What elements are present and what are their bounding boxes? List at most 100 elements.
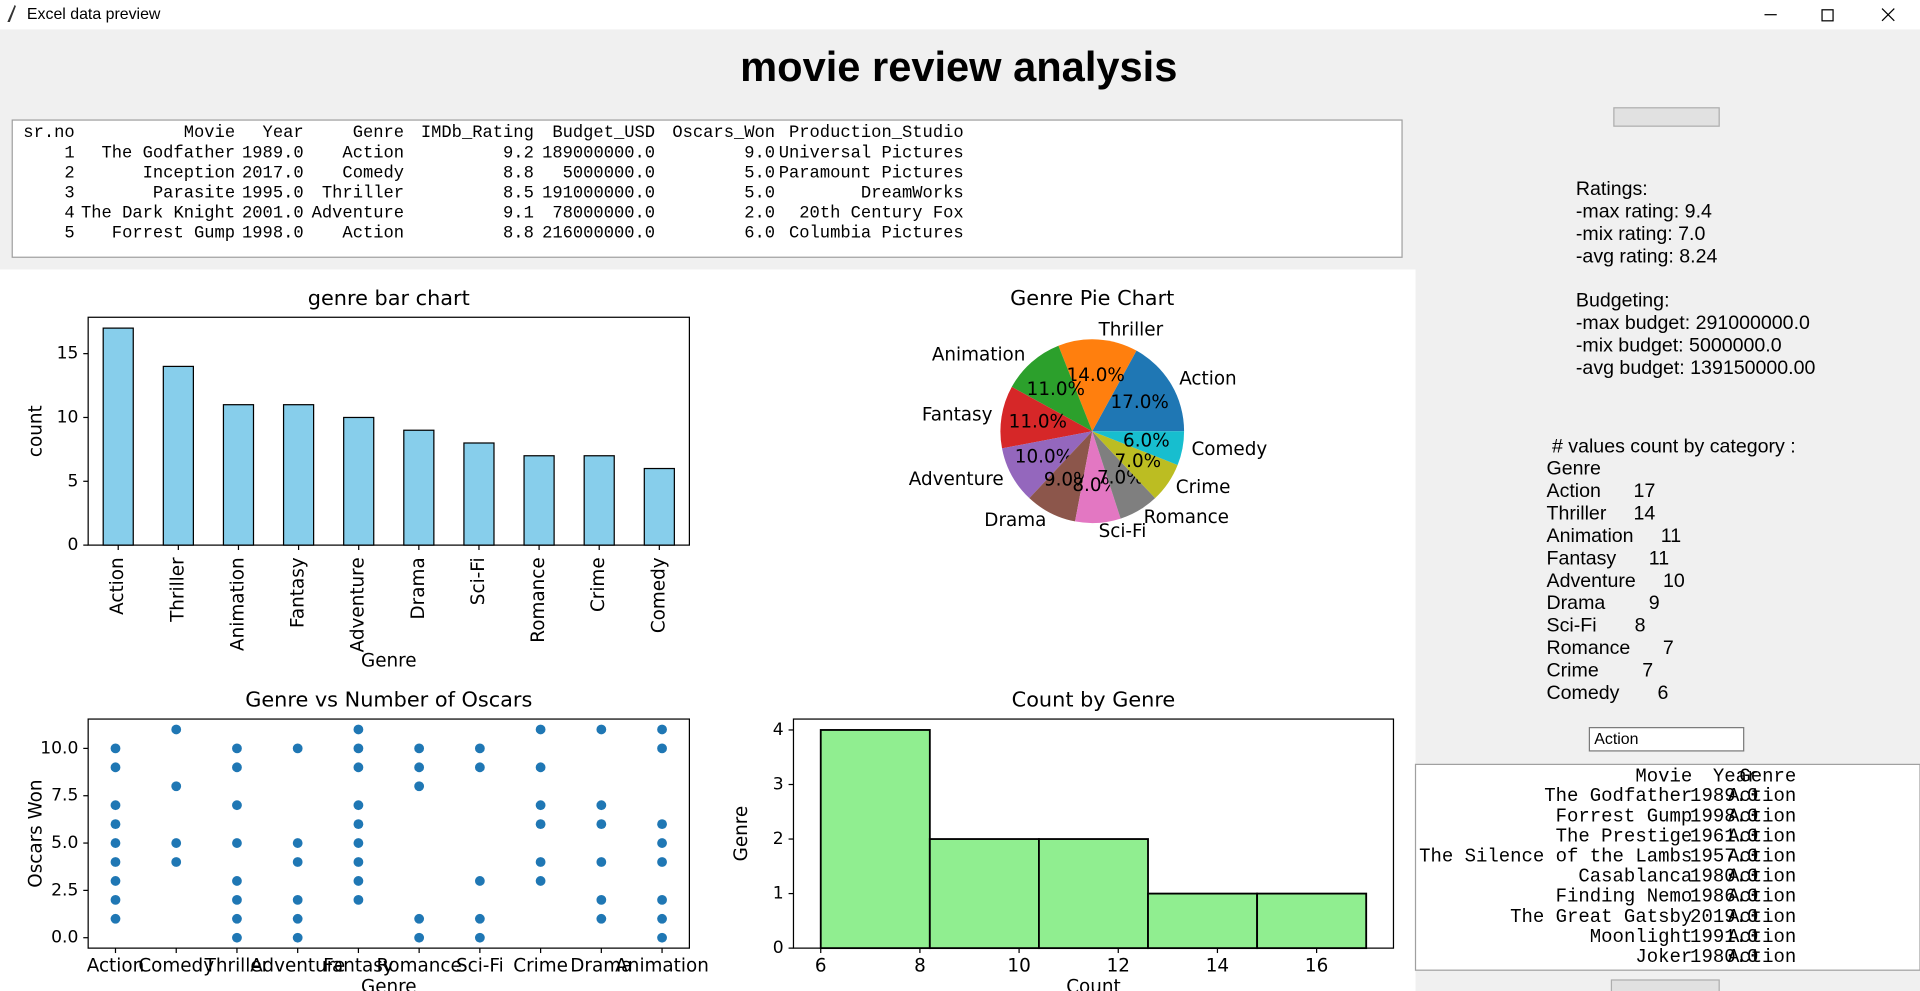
button[interactable] (1613, 107, 1720, 127)
y-tick-label: 7.5 (51, 786, 78, 806)
y-tick-label: 15 (57, 344, 79, 364)
scatter-point (110, 838, 121, 848)
table-cell: 6.0 (744, 225, 775, 244)
scatter-point (353, 876, 364, 886)
filter-cell: 1957.0 (1690, 846, 1758, 868)
scatter-point (414, 932, 425, 943)
pie-slice (1058, 339, 1137, 432)
summary-line: -avg rating: 8.24 (1576, 245, 1718, 267)
table-cell: Thriller (322, 185, 404, 204)
x-tick-label: Action (107, 557, 128, 615)
x-tick-label: 12 (1107, 955, 1130, 976)
filter-cell: Action (1728, 785, 1796, 807)
table-cell: 189000000.0 (542, 145, 655, 164)
slice-label: Thriller (1098, 319, 1164, 340)
table-cell: 5.0 (744, 165, 775, 184)
x-tick-label: 6 (815, 955, 827, 976)
table-cell: 2001.0 (242, 205, 304, 224)
slice-label: Fantasy (922, 404, 993, 425)
filter-header-cell: Genre (1739, 766, 1796, 788)
x-tick-label: Comedy (648, 557, 669, 633)
y-tick-label: 5 (67, 471, 78, 491)
scatter-point (657, 894, 667, 905)
x-tick-label: Drama (408, 557, 429, 619)
filter-cell: Action (1728, 926, 1796, 948)
y-tick-label: 2 (773, 829, 784, 849)
y-tick-label: 1 (773, 884, 784, 904)
button[interactable] (1610, 979, 1720, 991)
x-tick-label: Romance (528, 557, 549, 642)
filter-cell: Action (1728, 805, 1796, 827)
scatter-point (110, 800, 121, 811)
scatter-point (657, 743, 667, 754)
restore-button[interactable] (1821, 9, 1834, 22)
table-cell: 1998.0 (242, 225, 304, 244)
bar (463, 442, 495, 546)
table-cell: Paramount Pictures (779, 165, 964, 184)
scatter-point (657, 819, 667, 830)
scatter-point (171, 781, 182, 792)
x-tick-label: Fantasy (288, 557, 309, 628)
table-cell: 20th Century Fox (799, 205, 963, 224)
x-axis-label: Genre (361, 976, 417, 991)
summary-line: -mix budget: 5000000.0 (1576, 334, 1782, 356)
count-line: Adventure 10 (1547, 570, 1685, 592)
x-tick-label: Sci-Fi (468, 557, 489, 605)
page-title: movie review analysis (740, 43, 1177, 90)
close-button[interactable] (1881, 8, 1895, 22)
slice-label: Action (1179, 369, 1236, 390)
y-tick-label: 0 (773, 938, 784, 958)
x-tick-label: Sci-Fi (456, 955, 504, 976)
scatter-point (474, 762, 485, 773)
slice-percent: 17.0% (1111, 392, 1169, 413)
bar (643, 467, 675, 546)
scatter-point (171, 838, 182, 848)
scatter-point (292, 743, 303, 754)
slice-label: Animation (932, 344, 1026, 365)
table-header-cell: Year (263, 124, 304, 143)
table-cell: 1989.0 (242, 145, 304, 164)
filter-header-cell: Year (1713, 766, 1759, 788)
histogram-bar (819, 729, 931, 950)
summary-line: -mix rating: 7.0 (1576, 223, 1706, 245)
window-title: Excel data preview (27, 6, 161, 23)
scatter-point (535, 857, 546, 867)
filter-cell: The Prestige (1556, 825, 1693, 847)
filter-cell: Action (1728, 846, 1796, 868)
scatter-point (657, 913, 667, 924)
pie-slice (1092, 431, 1178, 499)
filter-cell: Moonlight (1590, 926, 1692, 948)
scatter-point (232, 894, 242, 905)
filter-entry[interactable] (1588, 727, 1745, 752)
count-line: Action 17 (1547, 480, 1656, 502)
table-cell: Action (342, 225, 404, 244)
table-header-cell: IMDb_Rating (421, 124, 534, 143)
filter-cell: Action (1728, 825, 1796, 847)
title-bar (0, 0, 1920, 30)
histogram-bar (1147, 892, 1259, 950)
count-line: Animation 11 (1547, 525, 1682, 547)
bar (102, 327, 134, 546)
scatter-point (535, 876, 546, 886)
scatter-point (353, 800, 364, 811)
table-cell: 5 (64, 225, 74, 244)
scatter-point (414, 762, 425, 773)
table-cell: 1 (64, 145, 74, 164)
scatter-point (414, 743, 425, 754)
x-tick-label: Fantasy (323, 955, 394, 976)
scatter-point (474, 932, 485, 943)
scatter-point (171, 724, 182, 735)
scatter-point (353, 819, 364, 830)
scatter-point (535, 762, 546, 773)
x-tick-label: Drama (570, 955, 632, 976)
filter-entry-text[interactable]: Action (1594, 731, 1638, 748)
scatter-point (596, 800, 607, 811)
y-axis-label: Genre (731, 806, 752, 862)
pie-slice (1092, 431, 1185, 466)
y-axis-label: count (26, 405, 47, 457)
y-tick-label: 4 (773, 720, 784, 740)
scatter-point (232, 762, 242, 773)
x-tick-label: Romance (376, 955, 461, 976)
count-line: Fantasy 11 (1547, 547, 1670, 569)
